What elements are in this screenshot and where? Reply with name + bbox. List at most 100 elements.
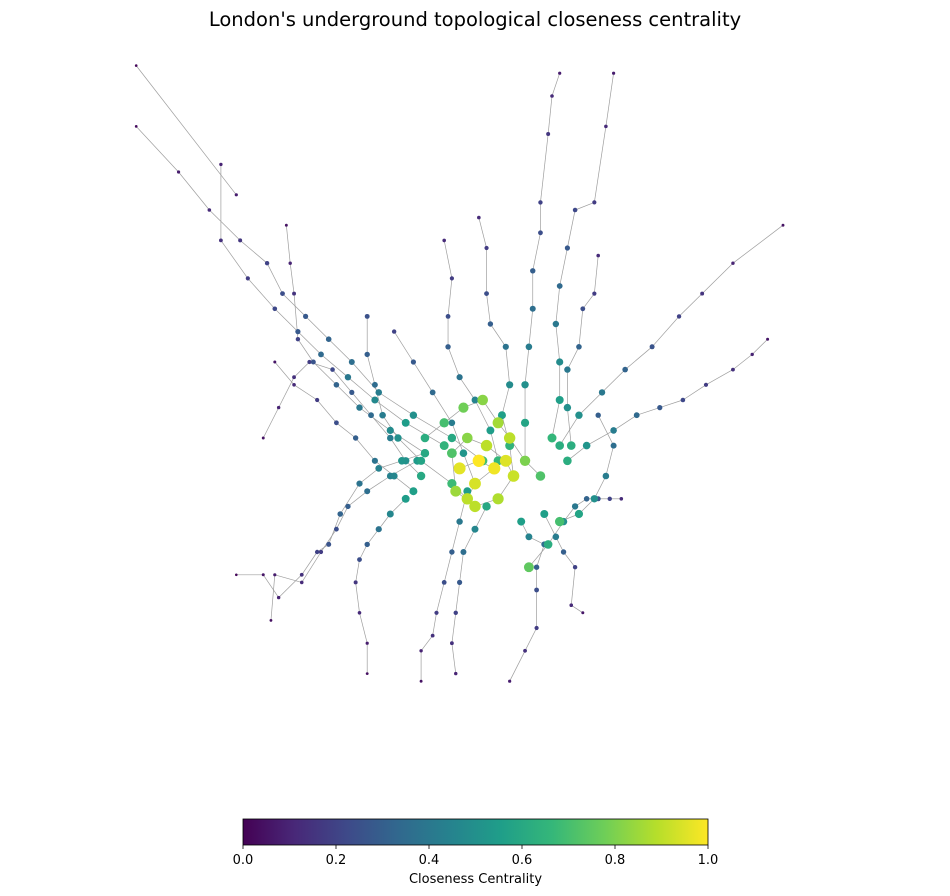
network-edge (601, 369, 626, 393)
network-edge (209, 209, 241, 241)
station-node (292, 375, 296, 380)
station-node (602, 472, 610, 480)
network-edge (567, 346, 580, 370)
station-node (566, 441, 576, 450)
network-edge (262, 574, 279, 598)
network-edge (567, 209, 576, 249)
station-node (657, 405, 663, 411)
network-edge (301, 551, 322, 583)
network-edge (355, 437, 376, 462)
station-node (456, 374, 463, 381)
station-node (315, 397, 320, 403)
network-edge (420, 460, 453, 484)
station-node (207, 208, 212, 212)
station-node (535, 471, 546, 481)
station-node (238, 238, 243, 243)
colorbar: 0.0 0.2 0.4 0.6 0.8 1.0 Closeness Centrality (233, 818, 718, 887)
network-edge (547, 95, 553, 135)
network-edge (390, 430, 426, 454)
network-edge (359, 407, 391, 431)
station-node (560, 549, 567, 555)
network-edge (459, 377, 476, 401)
station-node (521, 381, 529, 389)
network-edge (178, 171, 210, 211)
station-node (471, 396, 479, 404)
network-edge (286, 225, 291, 264)
network-edge (393, 475, 414, 492)
network-edge (336, 506, 349, 530)
station-node (604, 124, 608, 129)
network-edge (540, 133, 549, 203)
network-edge (490, 430, 499, 461)
network-edge (705, 369, 734, 386)
station-node (352, 435, 359, 441)
network-edge (432, 612, 437, 636)
network-edge (366, 528, 380, 545)
network-edge (732, 224, 784, 264)
station-node (456, 518, 463, 525)
station-node (596, 253, 600, 258)
station-node (325, 336, 332, 343)
network-edge (355, 559, 360, 583)
station-node (471, 525, 479, 533)
station-node (272, 306, 278, 312)
station-node (457, 579, 463, 586)
network-edge (359, 544, 368, 560)
station-node (731, 261, 735, 265)
network-edge (328, 338, 353, 363)
station-node (353, 580, 358, 585)
colorbar-label: Closeness Centrality (409, 872, 542, 887)
station-node (434, 610, 439, 615)
station-node (482, 502, 491, 511)
network-edge (316, 399, 337, 424)
colorbar-tick-label: 0.2 (326, 853, 347, 868)
station-node (676, 314, 682, 319)
station-node (365, 672, 369, 675)
network-edge (486, 293, 491, 325)
station-node (572, 207, 578, 213)
station-node (261, 573, 265, 577)
network-edge (274, 308, 299, 332)
station-node (555, 441, 564, 450)
network-edge (594, 475, 607, 499)
station-node (523, 562, 534, 573)
station-node (492, 417, 504, 429)
station-node (295, 337, 301, 342)
station-node (576, 344, 582, 350)
station-node (364, 351, 370, 358)
station-node (419, 649, 423, 653)
station-node (219, 238, 223, 243)
station-node (276, 405, 281, 410)
network-edge (297, 331, 322, 355)
station-node (273, 573, 277, 577)
network-edge (678, 293, 703, 317)
station-node (538, 230, 543, 236)
station-node (245, 276, 250, 281)
station-node (633, 412, 640, 419)
network-edge (563, 551, 576, 568)
network-edge (274, 361, 295, 386)
station-node (292, 291, 296, 296)
station-node (649, 344, 655, 350)
station-node (592, 200, 597, 205)
station-node (534, 587, 539, 593)
station-node (563, 456, 572, 466)
station-node (564, 245, 571, 251)
station-node (731, 367, 735, 372)
station-node (619, 497, 624, 501)
network-edge (751, 338, 768, 355)
station-node (506, 381, 514, 389)
network-edge (135, 126, 179, 173)
station-node (450, 641, 454, 646)
station-node (447, 479, 457, 489)
station-node (326, 541, 332, 547)
network-edge (359, 612, 368, 644)
network-edge (378, 392, 414, 416)
network-edge (359, 468, 379, 484)
station-node (364, 488, 371, 495)
station-node (523, 648, 527, 653)
station-node (344, 374, 352, 381)
network-edge (636, 407, 660, 416)
station-node (703, 382, 709, 387)
network-edge (459, 551, 464, 583)
